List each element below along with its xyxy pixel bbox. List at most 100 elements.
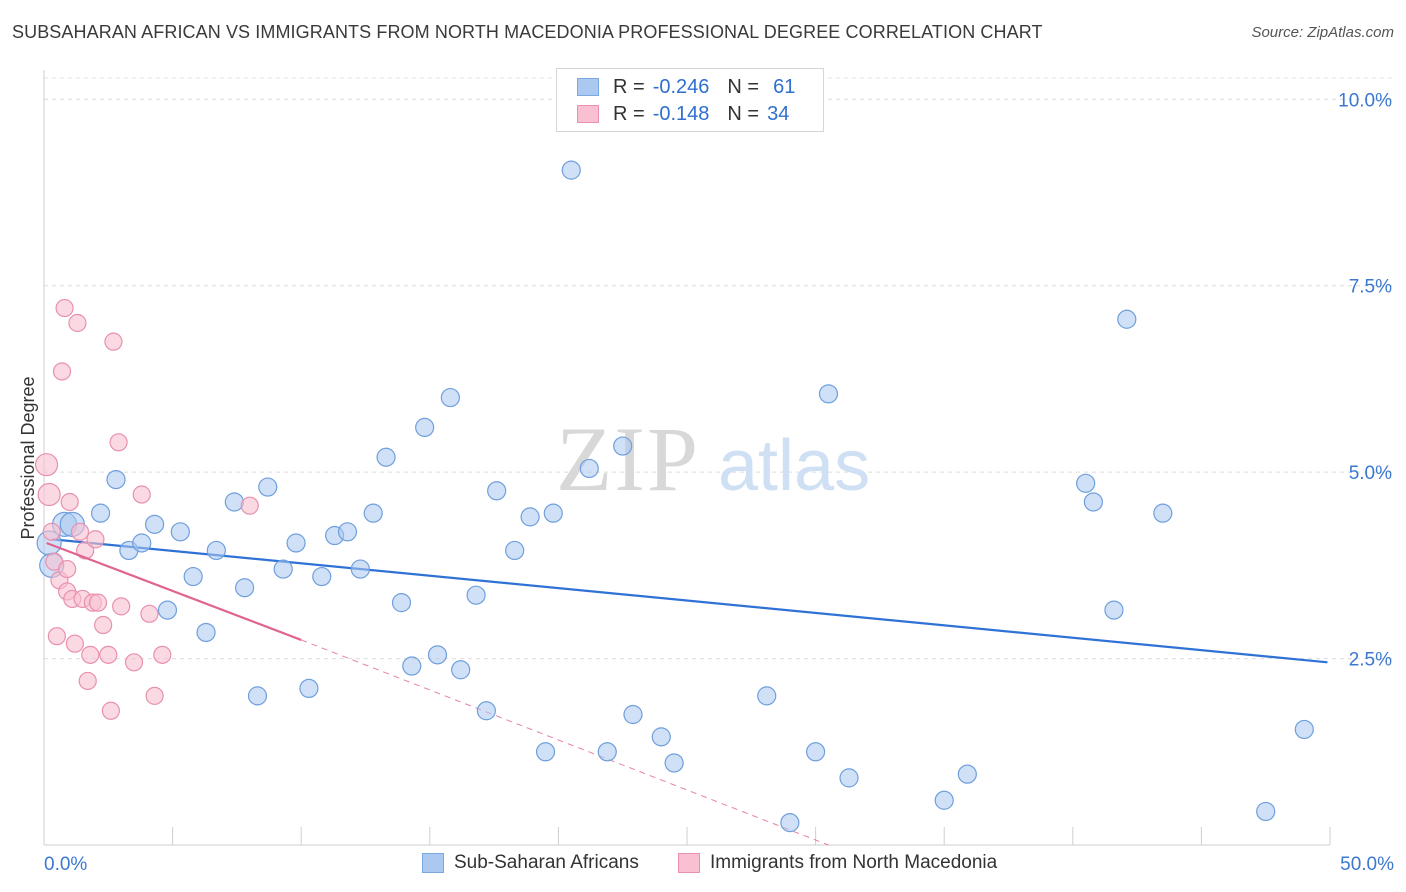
point-subsaharan	[805, 742, 826, 762]
point-macedonia	[124, 653, 144, 672]
point-subsaharan	[1104, 600, 1124, 620]
point-macedonia	[140, 604, 159, 623]
point-subsaharan	[350, 559, 370, 579]
legend-n-label: N =	[727, 102, 760, 125]
point-subsaharan	[623, 704, 643, 725]
point-subsaharan	[286, 533, 306, 553]
point-subsaharan	[363, 503, 383, 523]
legend-n-value: 34	[767, 102, 790, 125]
point-subsaharan	[427, 645, 448, 665]
y-axis-title: Professional Degree	[18, 376, 38, 539]
point-subsaharan	[664, 753, 684, 773]
point-macedonia	[145, 686, 164, 705]
point-subsaharan	[440, 387, 460, 408]
axis-labels: 2.5% 5.0% 7.5% 10.0% 0.0% 50.0% Professional D…	[18, 90, 1394, 875]
series-legend: Sub-Saharan Africans Immigrants from Nor…	[0, 852, 1406, 876]
point-macedonia	[42, 522, 61, 541]
watermark-zip: ZIP	[556, 408, 700, 510]
point-subsaharan	[1076, 473, 1096, 493]
point-macedonia	[76, 541, 95, 560]
point-subsaharan	[196, 622, 216, 643]
point-macedonia	[132, 485, 151, 504]
point-subsaharan	[90, 503, 111, 523]
legend-n-value: 61	[773, 75, 796, 98]
legend-row-pink: R = -0.148 N = 34	[577, 102, 789, 126]
point-macedonia	[34, 453, 59, 477]
watermark-atlas: atlas	[718, 426, 870, 506]
point-macedonia	[86, 530, 105, 549]
point-macedonia	[52, 362, 72, 381]
point-subsaharan	[476, 701, 496, 721]
chart-title: SUBSAHARAN AFRICAN VS IMMIGRANTS FROM NO…	[12, 22, 1043, 42]
point-subsaharan	[818, 384, 839, 404]
point-subsaharan	[376, 447, 396, 467]
point-macedonia	[47, 627, 66, 646]
grid-lines	[44, 77, 1392, 660]
point-subsaharan	[402, 656, 422, 676]
series-legend-item-macedonia: Immigrants from North Macedonia	[678, 852, 997, 874]
data-points	[34, 160, 1314, 833]
point-macedonia	[112, 597, 131, 616]
point-subsaharan	[757, 686, 777, 706]
y-tick-label: 10.0%	[1338, 90, 1392, 111]
series-legend-item-subsaharan: Sub-Saharan Africans	[422, 852, 639, 874]
point-subsaharan	[415, 417, 435, 437]
point-subsaharan	[1153, 503, 1173, 523]
point-subsaharan	[1117, 309, 1137, 329]
watermark: ZIP atlas	[556, 408, 870, 510]
point-subsaharan	[183, 566, 203, 587]
legend-r-label: R =	[613, 75, 645, 98]
point-subsaharan	[934, 790, 954, 810]
source-label: Source: ZipAtlas.com	[1251, 24, 1394, 41]
point-subsaharan	[224, 492, 244, 512]
point-macedonia	[78, 671, 97, 691]
trend-line-subsaharan	[51, 538, 1328, 664]
point-subsaharan	[651, 727, 671, 747]
x-tick-label: 0.0%	[44, 854, 87, 875]
point-subsaharan	[235, 578, 255, 598]
point-subsaharan	[106, 470, 126, 490]
x-tick-label: 50.0%	[1340, 854, 1394, 875]
point-macedonia	[55, 298, 74, 318]
legend-swatch-blue	[577, 78, 599, 96]
point-macedonia	[81, 645, 100, 664]
point-subsaharan	[337, 522, 358, 542]
legend-row-blue: R = -0.246 N = 61	[577, 75, 795, 99]
point-subsaharan	[487, 481, 507, 501]
point-subsaharan	[957, 764, 977, 784]
series-legend-label: Immigrants from North Macedonia	[710, 852, 998, 873]
point-subsaharan	[579, 458, 599, 479]
point-subsaharan	[1256, 801, 1276, 822]
trend-line-macedonia-extension	[301, 639, 829, 846]
legend-swatch-pink	[577, 105, 599, 123]
point-subsaharan	[451, 660, 471, 680]
point-subsaharan	[505, 540, 525, 561]
point-macedonia	[153, 645, 172, 664]
point-subsaharan	[520, 507, 540, 527]
point-subsaharan	[597, 742, 617, 762]
legend-r-value: -0.148	[652, 102, 710, 125]
legend-n-label: N =	[727, 75, 760, 98]
point-subsaharan	[132, 533, 152, 553]
point-subsaharan	[258, 477, 278, 497]
y-tick-label: 2.5%	[1349, 650, 1392, 671]
legend-r-value: -0.246	[652, 75, 710, 98]
point-macedonia	[37, 482, 61, 507]
series-legend-swatch-blue	[422, 853, 444, 873]
point-macedonia	[104, 332, 123, 351]
point-macedonia	[68, 313, 87, 333]
point-subsaharan	[273, 559, 293, 579]
point-subsaharan	[613, 436, 633, 456]
point-subsaharan	[144, 514, 165, 534]
y-tick-label: 5.0%	[1349, 463, 1392, 484]
point-subsaharan	[391, 593, 412, 613]
point-subsaharan	[466, 585, 486, 605]
point-subsaharan	[170, 522, 190, 542]
point-subsaharan	[1083, 492, 1103, 512]
point-macedonia	[101, 701, 120, 720]
point-subsaharan	[780, 813, 800, 833]
point-macedonia	[94, 615, 113, 635]
point-subsaharan	[561, 160, 581, 180]
point-subsaharan	[312, 566, 332, 587]
